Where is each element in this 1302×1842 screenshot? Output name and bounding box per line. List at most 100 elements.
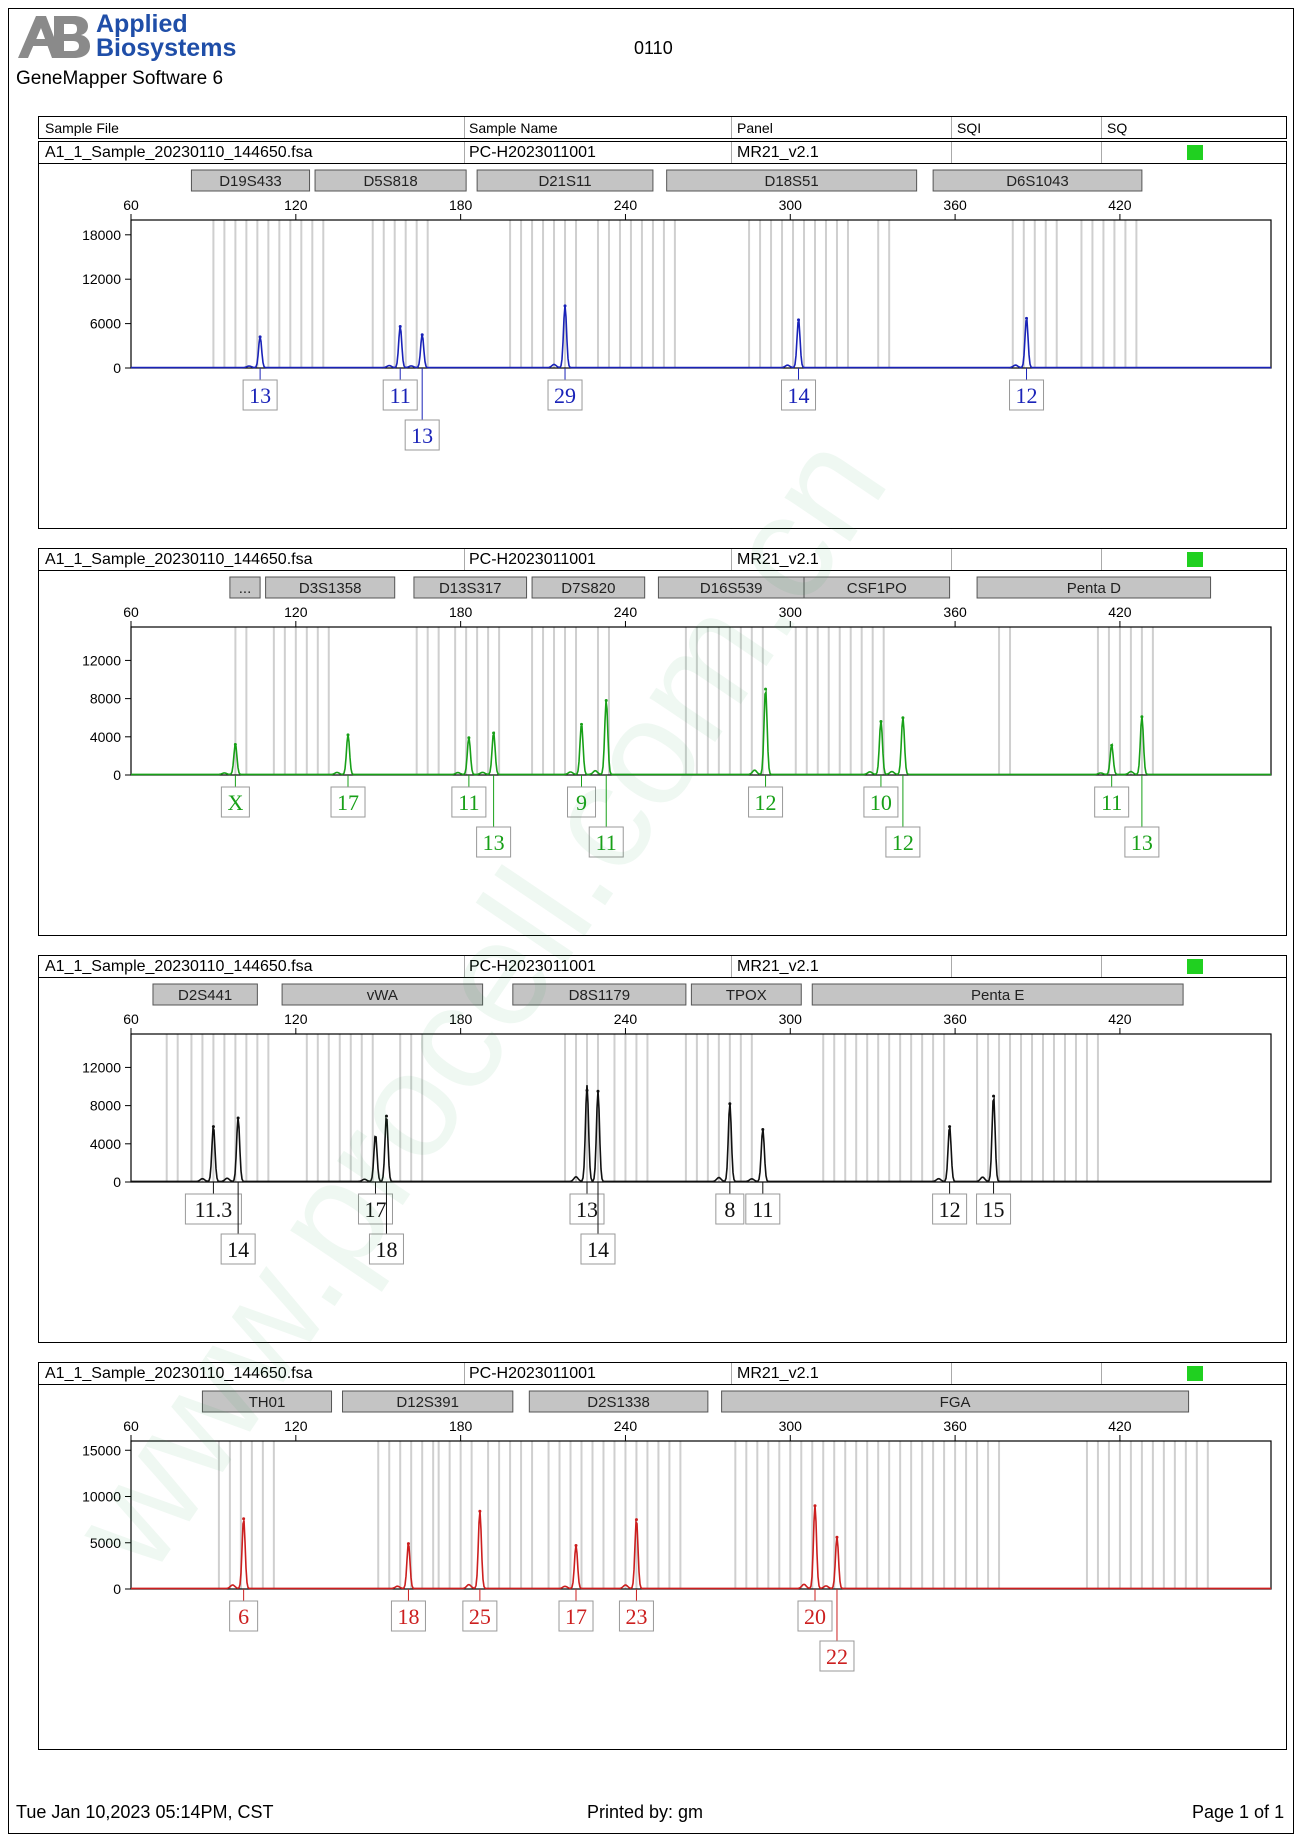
plot-frame xyxy=(130,626,1272,776)
allele-call-box xyxy=(1124,826,1160,858)
marker-box xyxy=(721,1390,1190,1413)
col-panel: Panel xyxy=(737,120,773,136)
allele-call-label: 17 xyxy=(337,790,359,815)
signal-trace xyxy=(131,1085,1271,1183)
peak-apex xyxy=(258,335,262,339)
peak-apex xyxy=(346,733,350,737)
col-divider xyxy=(951,1363,952,1384)
x-tick-label: 420 xyxy=(1108,197,1132,213)
allele-call-label: 11 xyxy=(458,790,479,815)
col-divider xyxy=(464,956,465,977)
allele-call-box xyxy=(330,786,366,818)
marker-box xyxy=(314,169,467,192)
marker-box xyxy=(201,1390,333,1413)
allele-call-label: 11 xyxy=(390,383,411,408)
allele-call-box xyxy=(745,1193,781,1225)
x-tick-label: 60 xyxy=(123,1011,139,1027)
allele-call-box xyxy=(390,1600,426,1632)
marker-box xyxy=(811,983,1184,1006)
x-tick-label: 420 xyxy=(1108,1011,1132,1027)
x-tick-label: 60 xyxy=(123,1418,139,1434)
allele-call-label: 11.3 xyxy=(195,1197,233,1222)
y-tick-label: 8000 xyxy=(90,1098,121,1114)
allele-call-label: 12 xyxy=(892,830,914,855)
quality-flag-icon xyxy=(1187,959,1203,974)
marker-label: D19S433 xyxy=(219,173,282,190)
y-tick-label: 0 xyxy=(113,1174,121,1190)
x-tick-label: 60 xyxy=(123,604,139,620)
allele-call-box xyxy=(547,379,583,411)
col-divider xyxy=(731,1363,732,1384)
marker-box xyxy=(690,983,802,1006)
page-frame xyxy=(8,8,1294,1834)
allele-call-box xyxy=(476,826,512,858)
peak-apex xyxy=(373,1136,377,1140)
electropherogram-panel-red: A1_1_Sample_20230110_144650.fsa PC-H2023… xyxy=(38,1362,1287,1750)
x-tick-label: 300 xyxy=(779,1418,803,1434)
allele-call-label: 15 xyxy=(983,1197,1005,1222)
allele-call-label: 11 xyxy=(1101,790,1122,815)
panel-name: MR21_v2.1 xyxy=(737,958,819,975)
col-divider xyxy=(1101,142,1102,163)
col-divider xyxy=(951,117,952,138)
col-divider xyxy=(1101,1363,1102,1384)
peak-apex xyxy=(574,1544,578,1548)
allele-call-label: 23 xyxy=(625,1604,647,1629)
electropherogram-plot: D2S441 vWA D8S1179 TPOX Penta E60 120 180 240 30… xyxy=(82,983,1272,1265)
y-tick-label: 5000 xyxy=(90,1535,121,1551)
peak-apex xyxy=(901,716,905,720)
allele-call-box xyxy=(382,379,418,411)
col-divider xyxy=(1101,117,1102,138)
allele-call-box xyxy=(976,1193,1012,1225)
peak-apex xyxy=(384,1114,388,1118)
allele-call-box xyxy=(184,1193,242,1225)
y-tick-label: 12000 xyxy=(82,1059,121,1075)
allele-call-label: 13 xyxy=(1131,830,1153,855)
marker-label: Penta E xyxy=(971,987,1024,1004)
peak-apex xyxy=(596,1089,600,1093)
peak-apex xyxy=(992,1094,996,1098)
y-tick-label: 15000 xyxy=(82,1442,121,1458)
allele-call-box xyxy=(819,1640,855,1672)
peak-apex xyxy=(236,1116,240,1120)
marker-label: D5S818 xyxy=(363,173,417,190)
allele-call-box xyxy=(567,786,597,818)
allele-call-label: 9 xyxy=(576,790,587,815)
allele-call-label: 25 xyxy=(469,1604,491,1629)
peak-apex xyxy=(879,720,883,724)
allele-call-label: 13 xyxy=(483,830,505,855)
marker-box xyxy=(476,169,654,192)
x-tick-label: 180 xyxy=(449,1418,473,1434)
y-tick-label: 0 xyxy=(113,767,121,783)
marker-box xyxy=(413,576,528,599)
allele-call-label: 20 xyxy=(804,1604,826,1629)
x-tick-label: 180 xyxy=(449,604,473,620)
panel-name: MR21_v2.1 xyxy=(737,551,819,568)
y-tick-label: 8000 xyxy=(90,691,121,707)
marker-box xyxy=(281,983,484,1006)
allele-call-box xyxy=(229,1600,259,1632)
col-divider xyxy=(731,549,732,570)
quality-flag-icon xyxy=(1187,1366,1203,1381)
peak-apex xyxy=(585,1088,589,1092)
peak-apex xyxy=(478,1509,482,1513)
marker-box xyxy=(190,169,311,192)
allele-call-box xyxy=(1094,786,1130,818)
x-tick-label: 120 xyxy=(284,1011,308,1027)
x-tick-label: 240 xyxy=(614,604,638,620)
x-tick-label: 360 xyxy=(943,1418,967,1434)
peak-apex xyxy=(467,736,471,740)
peak-apex xyxy=(948,1125,952,1129)
document-id: 0110 xyxy=(634,38,673,58)
col-divider xyxy=(464,1363,465,1384)
allele-call-label: X xyxy=(227,790,243,815)
peak-apex xyxy=(764,687,768,691)
x-tick-label: 120 xyxy=(284,604,308,620)
allele-call-label: 10 xyxy=(870,790,892,815)
allele-call-box xyxy=(220,1233,256,1265)
x-tick-label: 420 xyxy=(1108,604,1132,620)
marker-label: D2S1338 xyxy=(587,1394,650,1411)
col-divider xyxy=(1101,956,1102,977)
peak-apex xyxy=(728,1102,732,1106)
